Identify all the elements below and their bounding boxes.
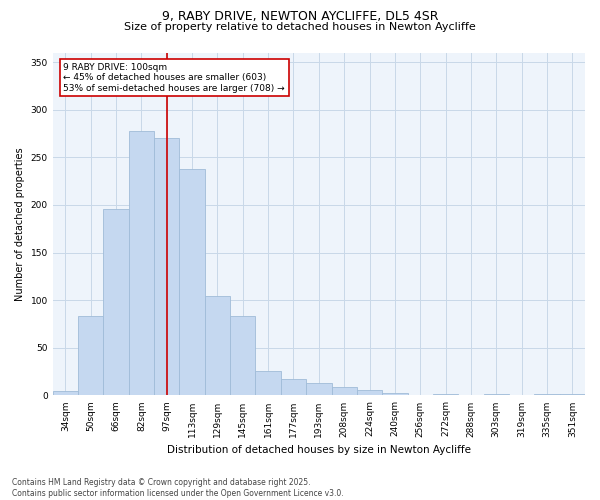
Bar: [484, 394, 509, 396]
Bar: [129, 130, 154, 396]
Bar: [281, 379, 306, 396]
Bar: [332, 387, 357, 396]
Bar: [357, 390, 382, 396]
Bar: [154, 138, 179, 396]
Bar: [103, 208, 129, 396]
Bar: [306, 383, 332, 396]
Bar: [256, 370, 281, 396]
Bar: [179, 168, 205, 396]
Bar: [433, 394, 458, 396]
Bar: [560, 394, 585, 396]
Bar: [230, 316, 256, 396]
Bar: [205, 296, 230, 396]
Bar: [382, 392, 407, 396]
Bar: [535, 394, 560, 396]
Text: Contains HM Land Registry data © Crown copyright and database right 2025.
Contai: Contains HM Land Registry data © Crown c…: [12, 478, 344, 498]
Text: 9 RABY DRIVE: 100sqm
← 45% of detached houses are smaller (603)
53% of semi-deta: 9 RABY DRIVE: 100sqm ← 45% of detached h…: [64, 63, 285, 92]
Y-axis label: Number of detached properties: Number of detached properties: [15, 147, 25, 301]
Bar: [53, 390, 78, 396]
X-axis label: Distribution of detached houses by size in Newton Aycliffe: Distribution of detached houses by size …: [167, 445, 471, 455]
Text: Size of property relative to detached houses in Newton Aycliffe: Size of property relative to detached ho…: [124, 22, 476, 32]
Bar: [78, 316, 103, 396]
Text: 9, RABY DRIVE, NEWTON AYCLIFFE, DL5 4SR: 9, RABY DRIVE, NEWTON AYCLIFFE, DL5 4SR: [162, 10, 438, 23]
